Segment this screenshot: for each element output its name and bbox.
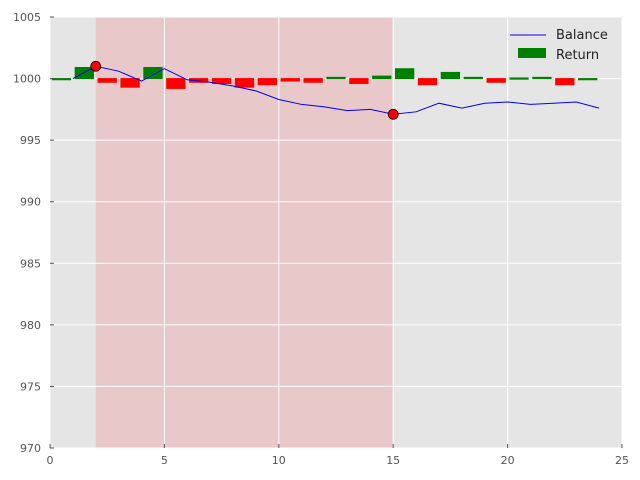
return-bar: [349, 78, 369, 84]
balance-line: [72, 65, 600, 115]
return-bar: [166, 78, 186, 89]
return-bar: [51, 78, 72, 81]
markers: [90, 60, 399, 120]
balance-marker: [387, 108, 399, 120]
return-bar: [326, 76, 346, 80]
return-bar: [463, 76, 483, 80]
return-bar: [74, 66, 94, 80]
return-bar: [578, 78, 598, 81]
x-tick-label: 25: [615, 454, 629, 467]
x-tick-label: 20: [501, 454, 515, 467]
return-bar: [486, 78, 506, 83]
x-tick-label: 15: [386, 454, 400, 467]
return-bar: [555, 78, 575, 86]
y-tick-label: 995: [20, 134, 41, 147]
return-bar: [440, 71, 461, 80]
return-bar: [211, 78, 232, 84]
return-bar: [120, 78, 140, 88]
legend-return-label: Return: [556, 48, 599, 63]
x-axis-ticks: 0 5 10 15 20 25: [47, 444, 629, 467]
y-tick-label: 1000: [13, 73, 41, 86]
return-bar: [303, 78, 323, 83]
y-tick-label: 990: [20, 196, 41, 209]
return-bar: [143, 66, 163, 80]
return-bar: [280, 78, 300, 82]
return-bars: [51, 66, 598, 89]
y-tick-label: 980: [20, 319, 41, 332]
grid: [49, 16, 623, 449]
return-bar: [97, 78, 117, 83]
balance-marker: [90, 60, 102, 72]
return-bar: [234, 78, 255, 88]
legend-return-swatch: [518, 48, 546, 58]
return-bar: [257, 78, 278, 86]
return-bar: [532, 76, 552, 80]
x-tick-label: 0: [47, 454, 54, 467]
y-axis-ticks: 970 975 980 985 990 995 1000 1005: [13, 11, 54, 455]
y-tick-label: 970: [20, 442, 41, 455]
return-bar: [509, 77, 529, 80]
x-tick-label: 10: [272, 454, 286, 467]
x-tick-label: 5: [161, 454, 168, 467]
y-tick-label: 985: [20, 257, 41, 270]
return-bar: [394, 68, 415, 80]
y-tick-label: 1005: [13, 11, 41, 24]
legend: Balance Return: [510, 28, 608, 63]
legend-balance-label: Balance: [556, 28, 608, 43]
return-bar: [417, 78, 438, 86]
y-tick-label: 975: [20, 380, 41, 393]
return-bar: [372, 75, 392, 80]
